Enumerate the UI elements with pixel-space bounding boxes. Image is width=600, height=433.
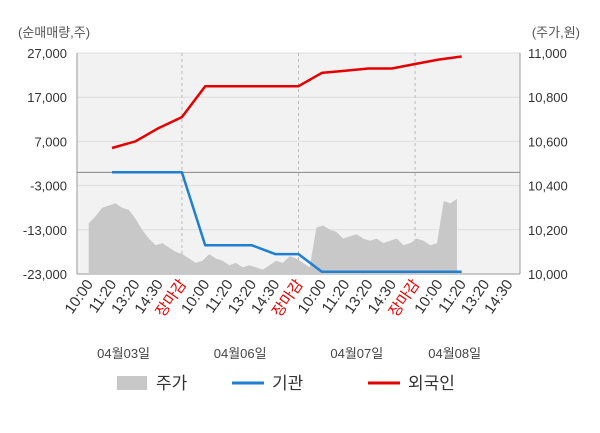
right-tick-label: 10,600 bbox=[528, 134, 568, 149]
left-tick-label: 17,000 bbox=[27, 90, 67, 105]
left-tick-label: -13,000 bbox=[23, 223, 67, 238]
left-tick-label: 7,000 bbox=[34, 134, 67, 149]
legend-price-label: 주가 bbox=[156, 374, 188, 393]
institution-line bbox=[112, 171, 462, 274]
right-tick-label: 10,800 bbox=[528, 90, 568, 105]
date-labels: 04월03일 04월06일 04월07일 04월08일 bbox=[97, 346, 481, 361]
price-area bbox=[88, 198, 457, 274]
left-axis-unit: (순매매량,주) bbox=[18, 25, 90, 40]
right-axis-ticks: 11,000 10,800 10,600 10,400 10,200 10,000 bbox=[528, 46, 568, 282]
series-lines bbox=[111, 55, 462, 274]
left-tick-label: -23,000 bbox=[23, 267, 67, 282]
price-area-layer bbox=[88, 198, 457, 274]
right-tick-label: 10,400 bbox=[528, 179, 568, 194]
right-axis-unit: (주가,원) bbox=[532, 25, 580, 40]
legend-price-swatch bbox=[117, 376, 147, 390]
date-label: 04월03일 bbox=[97, 346, 150, 361]
date-label: 04월08일 bbox=[428, 346, 481, 361]
date-label: 04월07일 bbox=[330, 346, 383, 361]
x-axis-ticks: 10:0011:2013:2014:30장마감10:0011:2013:2014… bbox=[61, 276, 516, 320]
legend: 주가 기관 외국인 bbox=[117, 374, 455, 393]
left-tick-label: 27,000 bbox=[27, 46, 67, 61]
foreign-line bbox=[111, 55, 462, 150]
right-tick-label: 11,000 bbox=[528, 46, 567, 61]
right-tick-label: 10,000 bbox=[528, 267, 568, 282]
date-label: 04월06일 bbox=[214, 346, 267, 361]
legend-institution-label: 기관 bbox=[272, 374, 303, 393]
left-tick-label: -3,000 bbox=[30, 179, 67, 194]
right-tick-label: 10,200 bbox=[528, 223, 568, 238]
left-axis-ticks: 27,000 17,000 7,000 -3,000 -13,000 -23,000 bbox=[23, 46, 67, 282]
legend-foreign-label: 외국인 bbox=[408, 374, 455, 393]
